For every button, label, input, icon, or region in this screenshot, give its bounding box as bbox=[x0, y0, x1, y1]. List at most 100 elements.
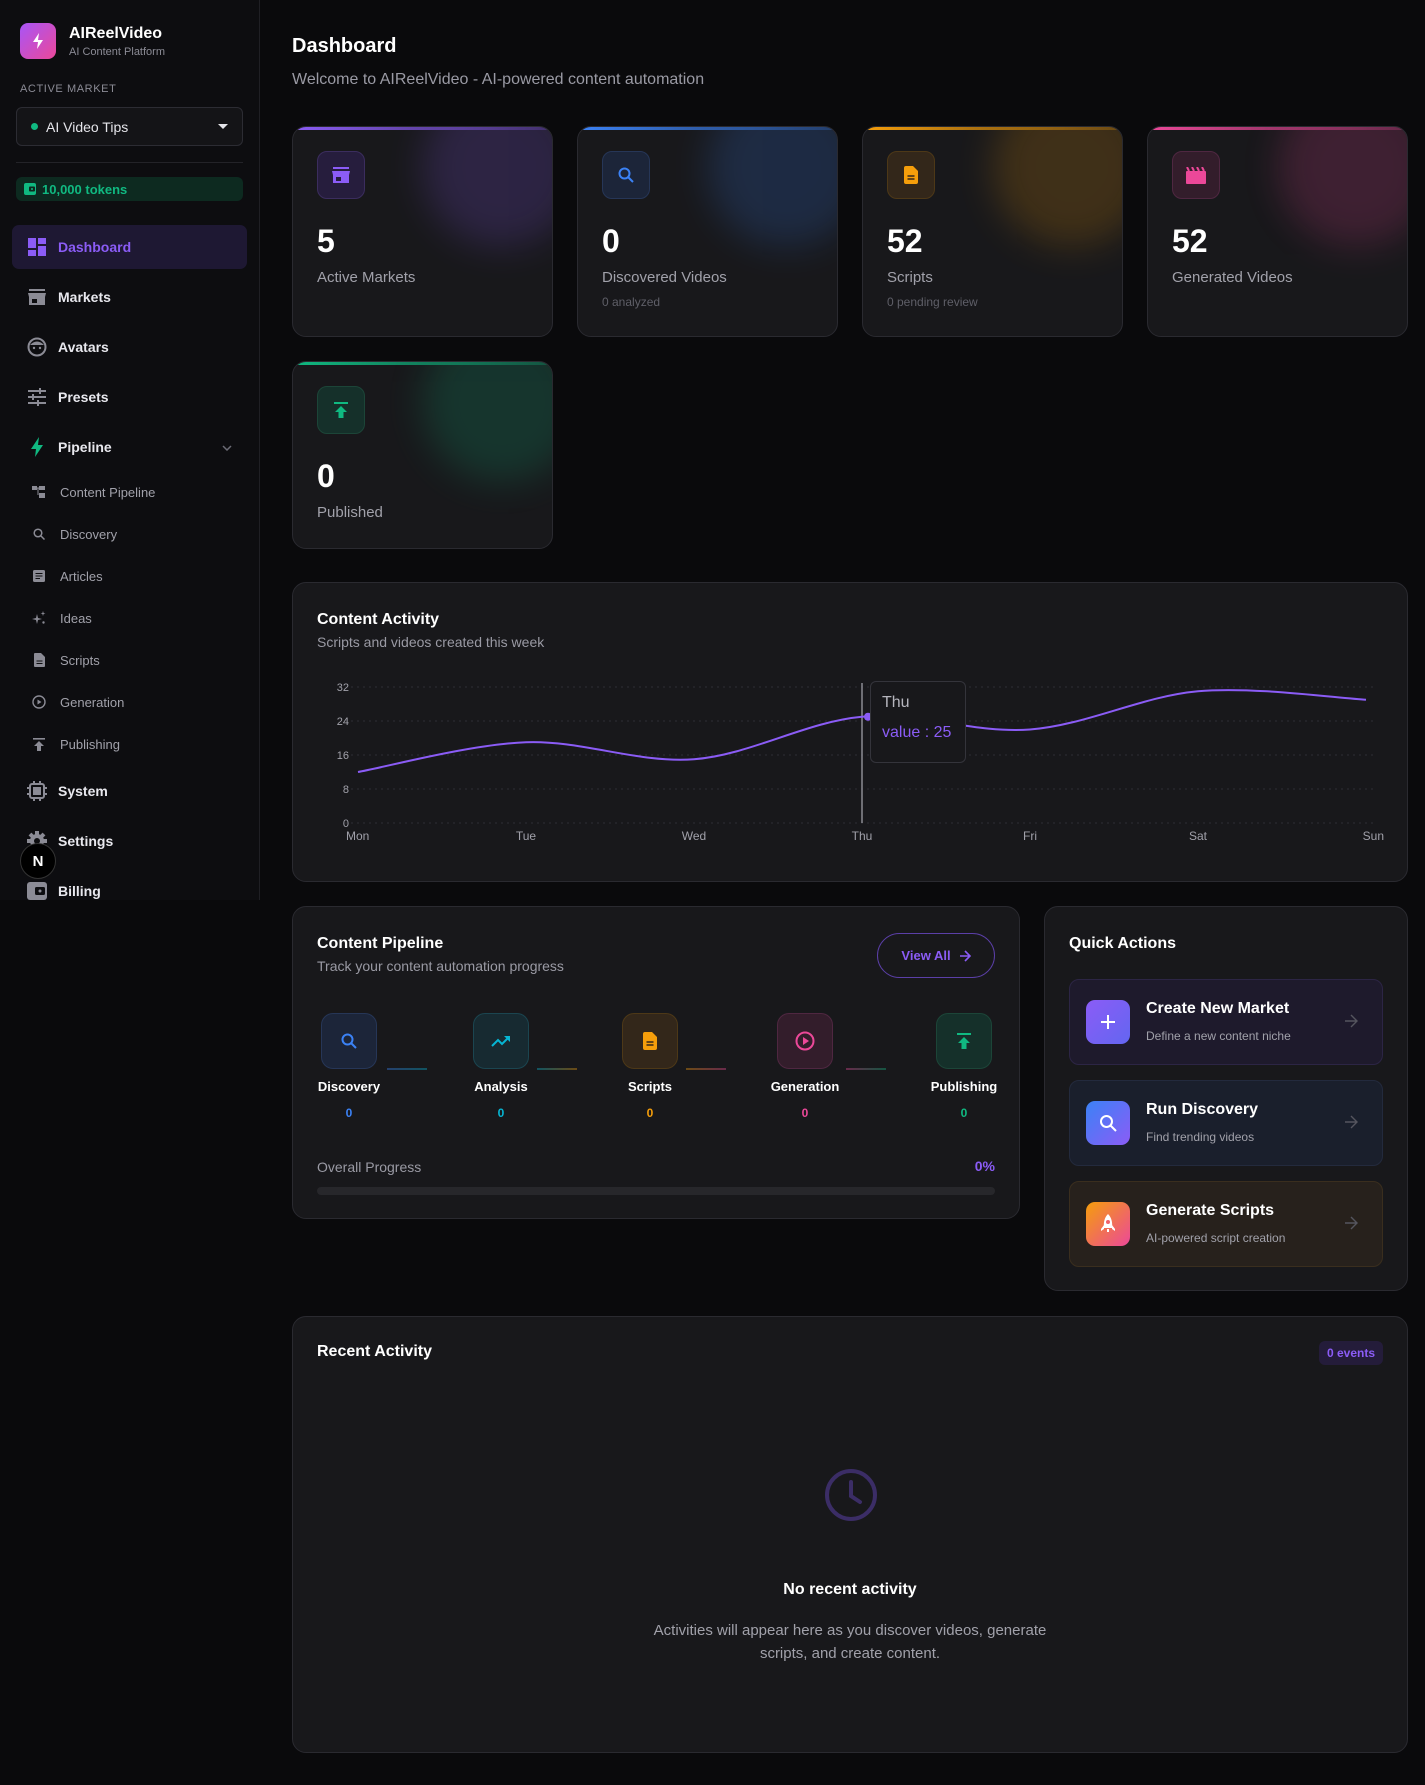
document-icon bbox=[32, 653, 46, 667]
sidebar-item-label: System bbox=[58, 783, 108, 799]
stage-count: 0 bbox=[345, 1106, 353, 1120]
stat-card-generated-videos[interactable]: 52 Generated Videos bbox=[1147, 126, 1408, 337]
glow bbox=[992, 127, 1122, 247]
overall-progress-bar bbox=[317, 1187, 995, 1195]
play-circle-icon bbox=[32, 695, 46, 709]
stat-label: Generated Videos bbox=[1172, 269, 1293, 286]
sidebar-item-system[interactable]: System bbox=[12, 769, 247, 813]
sidebar-item-ideas[interactable]: Ideas bbox=[12, 597, 247, 639]
pipeline-stage-analysis[interactable]: Analysis 0 bbox=[461, 1013, 541, 1120]
search-icon bbox=[1086, 1101, 1130, 1145]
stat-label: Scripts bbox=[887, 269, 933, 286]
generate-scripts-button[interactable]: Generate Scripts AI-powered script creat… bbox=[1069, 1181, 1383, 1267]
stage-connector bbox=[686, 1068, 726, 1070]
dev-tools-badge[interactable]: N bbox=[20, 843, 56, 879]
sidebar-item-articles[interactable]: Articles bbox=[12, 555, 247, 597]
activity-line-chart[interactable]: 0 8 16 24 32 Mon Tue Wed Thu Fri Sat Sun bbox=[293, 583, 1409, 883]
play-circle-icon bbox=[777, 1013, 833, 1069]
sidebar-item-label: Articles bbox=[60, 568, 103, 584]
brand[interactable]: AIReelVideo AI Content Platform bbox=[20, 23, 165, 59]
market-select[interactable]: AI Video Tips bbox=[16, 107, 243, 146]
sidebar-item-label: Billing bbox=[58, 883, 101, 899]
svg-text:Tue: Tue bbox=[516, 829, 537, 843]
status-dot-icon bbox=[31, 123, 38, 130]
action-subtitle: AI-powered script creation bbox=[1146, 1231, 1286, 1245]
action-subtitle: Define a new content niche bbox=[1146, 1029, 1291, 1043]
stat-label: Active Markets bbox=[317, 269, 416, 286]
sidebar-item-presets[interactable]: Presets bbox=[12, 375, 247, 419]
page-subtitle: Welcome to AIReelVideo - AI-powered cont… bbox=[292, 71, 705, 88]
face-icon bbox=[27, 337, 47, 357]
stat-card-scripts[interactable]: 52 Scripts 0 pending review bbox=[862, 126, 1123, 337]
dashboard-icon bbox=[27, 237, 47, 257]
divider bbox=[16, 162, 243, 163]
sidebar-item-publishing[interactable]: Publishing bbox=[12, 723, 247, 765]
pipeline-stage-scripts[interactable]: Scripts 0 bbox=[610, 1013, 690, 1120]
accent-bar bbox=[578, 127, 837, 130]
sidebar-item-avatars[interactable]: Avatars bbox=[12, 325, 247, 369]
svg-text:24: 24 bbox=[337, 716, 349, 728]
storefront-icon bbox=[27, 287, 47, 307]
stage-count: 0 bbox=[960, 1106, 968, 1120]
token-balance[interactable]: 10,000 tokens bbox=[16, 177, 243, 201]
stat-card-published[interactable]: 0 Published bbox=[292, 361, 553, 549]
sidebar-item-generation[interactable]: Generation bbox=[12, 681, 247, 723]
sidebar-item-label: Dashboard bbox=[58, 239, 132, 255]
sidebar-item-dashboard[interactable]: Dashboard bbox=[12, 225, 247, 269]
bolt-icon bbox=[20, 23, 56, 59]
stat-card-discovered-videos[interactable]: 0 Discovered Videos 0 analyzed bbox=[577, 126, 838, 337]
create-new-market-button[interactable]: Create New Market Define a new content n… bbox=[1069, 979, 1383, 1065]
arrow-right-icon bbox=[1345, 1216, 1358, 1230]
panel-subtitle: Track your content automation progress bbox=[317, 958, 564, 974]
stat-card-active-markets[interactable]: 5 Active Markets bbox=[292, 126, 553, 337]
sidebar-item-pipeline[interactable]: Pipeline bbox=[12, 425, 247, 469]
stat-value: 52 bbox=[1172, 223, 1208, 259]
stage-name: Publishing bbox=[930, 1079, 998, 1094]
run-discovery-button[interactable]: Run Discovery Find trending videos bbox=[1069, 1080, 1383, 1166]
progress-label: Overall Progress bbox=[317, 1159, 422, 1175]
recent-activity-panel: Recent Activity 0 events No recent activ… bbox=[292, 1316, 1408, 1753]
chip-icon bbox=[27, 781, 47, 801]
sidebar-item-label: Pipeline bbox=[58, 439, 112, 455]
chart-tooltip: Thu value : 25 bbox=[870, 681, 966, 763]
stat-label: Discovered Videos bbox=[602, 269, 727, 286]
sidebar-item-markets[interactable]: Markets bbox=[12, 275, 247, 319]
action-subtitle: Find trending videos bbox=[1146, 1130, 1255, 1144]
caret-down-icon bbox=[218, 124, 228, 129]
accent-bar bbox=[293, 362, 552, 365]
sidebar-item-label: Discovery bbox=[60, 526, 118, 542]
sidebar-item-settings[interactable]: Settings bbox=[12, 819, 247, 863]
glow bbox=[422, 127, 552, 247]
chevron-down-icon[interactable] bbox=[222, 438, 232, 456]
panel-title: Quick Actions bbox=[1069, 935, 1176, 952]
storefront-icon bbox=[317, 151, 365, 199]
sidebar-item-scripts[interactable]: Scripts bbox=[12, 639, 247, 681]
content-pipeline-panel: Content Pipeline Track your content auto… bbox=[292, 906, 1020, 1219]
glow bbox=[422, 362, 552, 482]
pipeline-stage-generation[interactable]: Generation 0 bbox=[765, 1013, 845, 1120]
arrow-right-icon bbox=[1345, 1115, 1358, 1129]
pipeline-stage-discovery[interactable]: Discovery 0 bbox=[309, 1013, 389, 1120]
stat-value: 0 bbox=[602, 223, 620, 259]
glow bbox=[1277, 127, 1407, 247]
sidebar-item-content-pipeline[interactable]: Content Pipeline bbox=[12, 471, 247, 513]
empty-desc-line: scripts, and create content. bbox=[759, 1645, 941, 1662]
svg-text:Fri: Fri bbox=[1023, 829, 1037, 843]
active-market-label: ACTIVE MARKET bbox=[20, 83, 117, 95]
view-all-button[interactable]: View All bbox=[877, 933, 995, 978]
empty-state-title: No recent activity bbox=[783, 1581, 917, 1598]
stat-value: 5 bbox=[317, 223, 335, 259]
stat-sub: 0 pending review bbox=[887, 295, 978, 309]
quick-actions-panel: Quick Actions Create New Market Define a… bbox=[1044, 906, 1408, 1291]
sidebar: AIReelVideo AI Content Platform ACTIVE M… bbox=[0, 0, 260, 900]
pipeline-stage-publishing[interactable]: Publishing 0 bbox=[924, 1013, 1004, 1120]
search-icon bbox=[602, 151, 650, 199]
sidebar-item-discovery[interactable]: Discovery bbox=[12, 513, 247, 555]
sidebar-item-label: Avatars bbox=[58, 339, 109, 355]
sidebar-item-label: Settings bbox=[58, 833, 114, 849]
accent-bar bbox=[293, 127, 552, 130]
stage-name: Discovery bbox=[317, 1079, 381, 1094]
sidebar-item-billing[interactable]: Billing bbox=[12, 869, 247, 913]
svg-text:Wed: Wed bbox=[682, 829, 706, 843]
stage-connector bbox=[537, 1068, 577, 1070]
